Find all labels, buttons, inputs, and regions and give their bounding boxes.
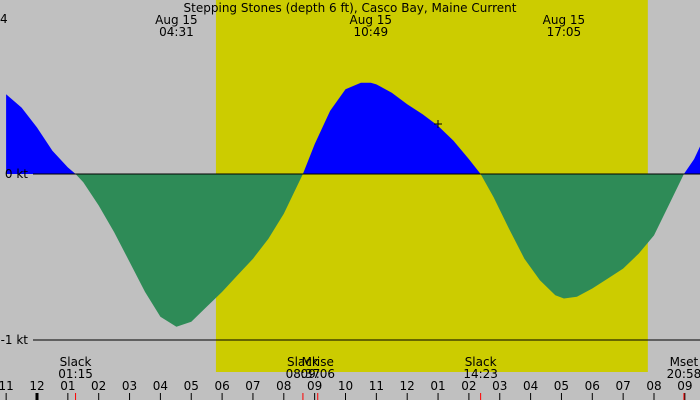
chart-title: Stepping Stones (depth 6 ft), Casco Bay,… [184,1,517,15]
current-area-layer [6,82,700,327]
flood-area-4 [683,146,700,174]
hour-tick-label-11: 10 [338,379,353,393]
y-label-0: 0 kt [5,167,28,181]
hour-tick-label-1: 12 [29,379,44,393]
event-time-1: 08:37 [286,367,321,381]
hour-tick-label-5: 04 [153,379,168,393]
hour-tick-label-9: 08 [276,379,291,393]
hour-tick-label-2: 01 [60,379,75,393]
hour-tick-label-10: 09 [307,379,322,393]
event-label-3: Slack [465,355,497,369]
event-time-3: 14:23 [463,367,498,381]
hour-tick-label-13: 12 [400,379,415,393]
event-time-4: 20:58 [667,367,700,381]
plus-marker [434,120,442,128]
y-label-1: -1 kt [1,333,29,347]
ebb-area-1 [75,174,303,327]
event-label-1: Slack [287,355,319,369]
hour-tick-label-22: 09 [677,379,692,393]
hour-tick-label-16: 03 [492,379,507,393]
top-time-2: 17:05 [547,25,582,39]
top-date-2: Aug 15 [543,13,586,27]
ebb-area-3 [480,174,684,299]
top-date-1: Aug 15 [350,13,393,27]
hour-tick-label-20: 07 [616,379,631,393]
hour-tick-label-19: 06 [585,379,600,393]
axis-layer [5,120,700,400]
hour-tick-label-3: 02 [91,379,106,393]
event-label-4: Mset [670,355,699,369]
partial-label: 4 [0,12,8,26]
top-time-1: 10:49 [354,25,389,39]
hour-tick-label-4: 03 [122,379,137,393]
hour-tick-label-15: 02 [461,379,476,393]
flood-area-2 [302,82,481,174]
hour-tick-label-0: 11 [0,379,14,393]
event-time-0: 01:15 [58,367,93,381]
hour-tick-label-21: 08 [646,379,661,393]
hour-tick-label-7: 06 [214,379,229,393]
top-date-0: Aug 15 [155,13,198,27]
event-label-0: Slack [60,355,92,369]
hour-tick-label-12: 11 [369,379,384,393]
flood-area-0 [6,94,76,174]
hour-tick-label-18: 05 [554,379,569,393]
hour-tick-label-14: 01 [430,379,445,393]
event-label-2: Mrise [302,355,334,369]
hour-tick-label-17: 04 [523,379,538,393]
top-time-0: 04:31 [159,25,194,39]
hour-tick-label-6: 05 [184,379,199,393]
event-time-2: 09:06 [300,367,335,381]
hour-tick-label-8: 07 [245,379,260,393]
